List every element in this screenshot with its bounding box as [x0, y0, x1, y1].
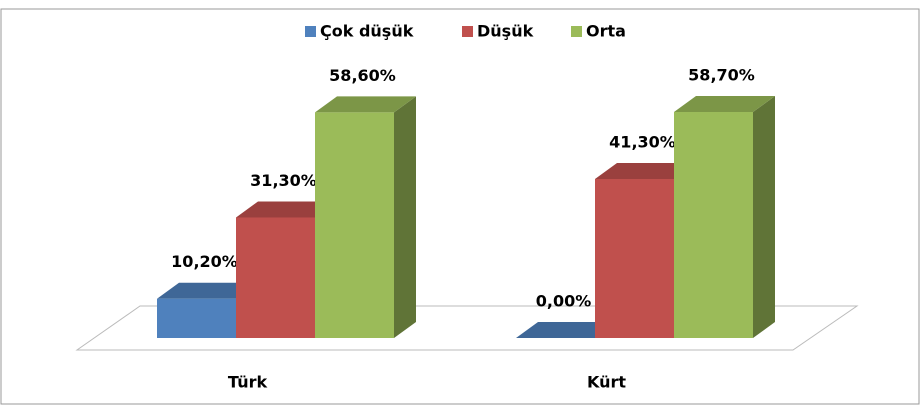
value-label: 58,70%	[688, 66, 755, 85]
value-label: 0,00%	[536, 292, 592, 311]
chart-border	[0, 8, 920, 405]
legend-label: Orta	[586, 22, 626, 41]
bar-top	[236, 201, 337, 218]
value-label: 58,60%	[329, 66, 396, 85]
bar-top	[595, 162, 696, 179]
bar-top	[516, 322, 617, 338]
value-label: 10,20%	[171, 252, 238, 271]
bar-front	[157, 298, 236, 338]
legend-swatch	[462, 26, 473, 37]
bar	[674, 96, 775, 338]
bar-side	[753, 96, 775, 338]
x-tick-label: Türk	[228, 373, 268, 392]
value-label: 41,30%	[609, 132, 676, 151]
bar-front	[315, 112, 394, 338]
bar-top	[674, 96, 775, 113]
bar-front	[595, 178, 674, 338]
bar-top	[315, 96, 416, 113]
bar-top	[157, 282, 258, 299]
legend-swatch	[571, 26, 582, 37]
value-label: 31,30%	[250, 171, 317, 190]
bar-front	[674, 112, 753, 338]
legend-label: Çok düşük	[320, 22, 414, 41]
bar	[516, 322, 617, 338]
bar	[315, 96, 416, 338]
bar-side	[394, 96, 416, 338]
legend-swatch	[305, 26, 316, 37]
bar-front	[236, 217, 315, 338]
legend-label: Düşük	[477, 22, 534, 41]
x-tick-label: Kürt	[587, 373, 626, 392]
